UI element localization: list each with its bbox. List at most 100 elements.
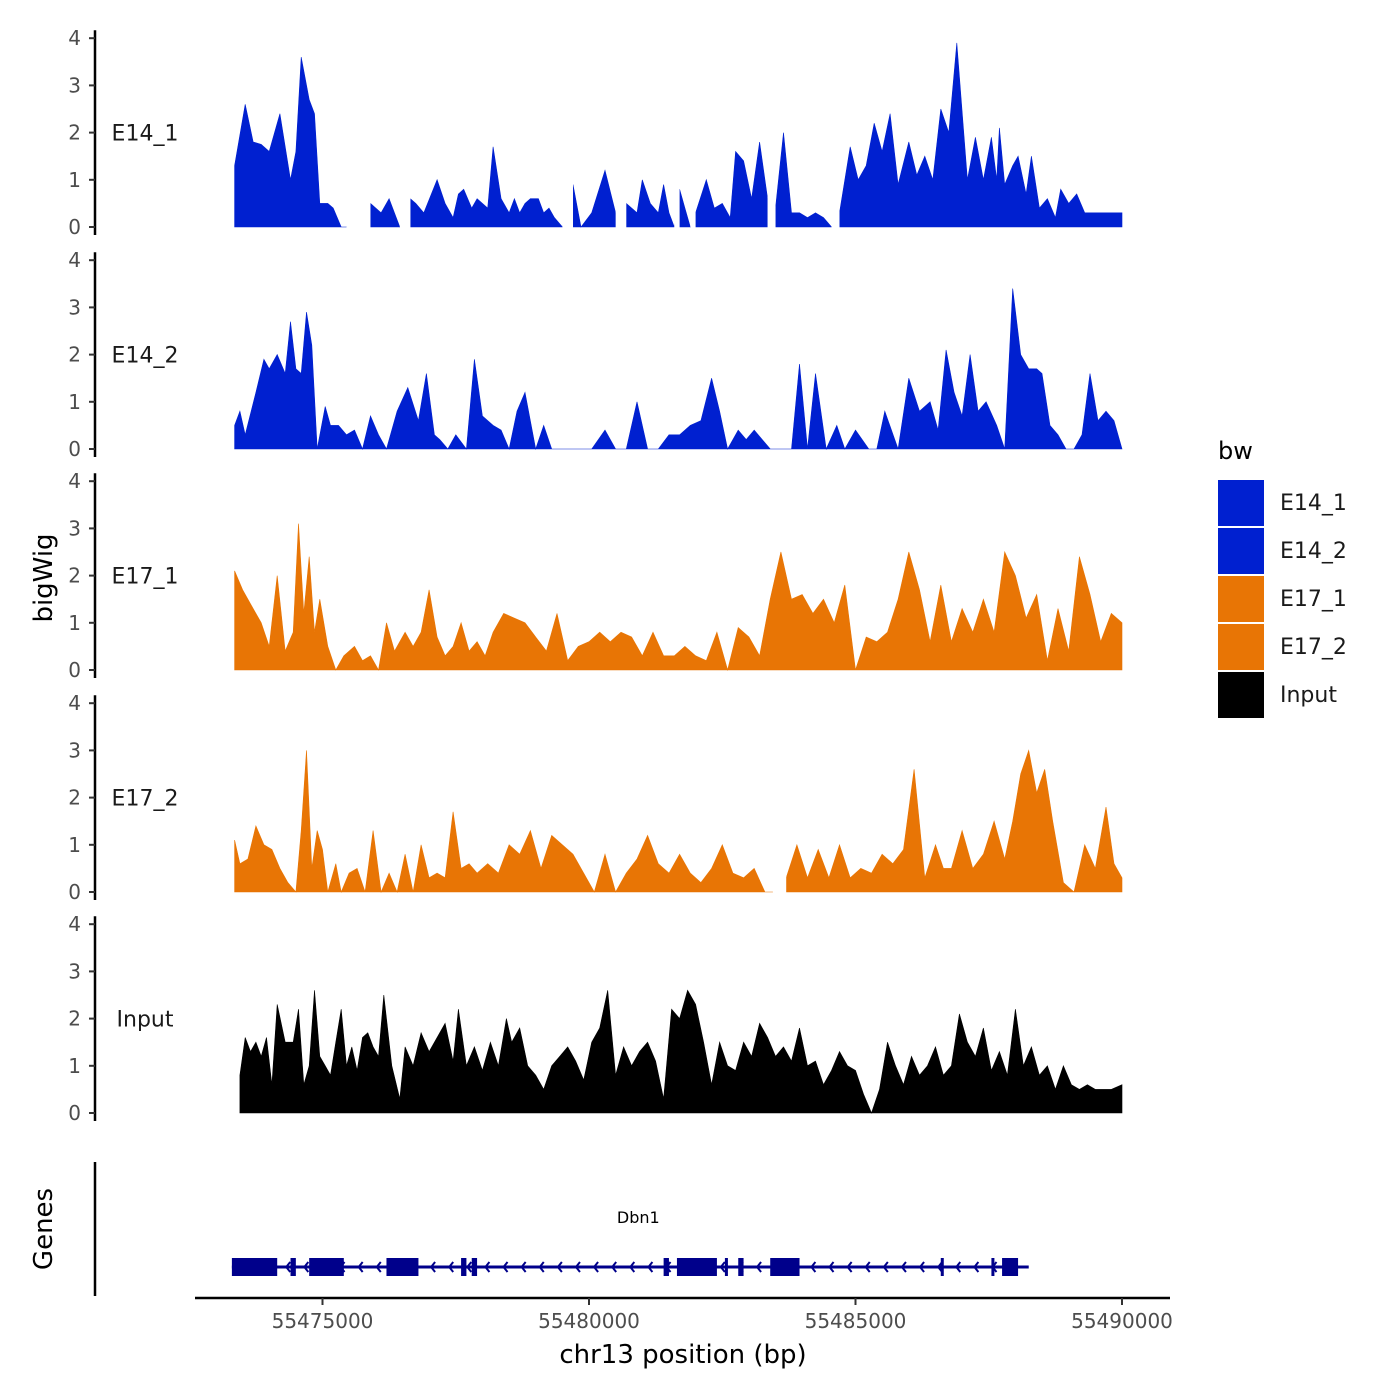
y-tick-label: 4	[68, 912, 81, 936]
y-tick-label: 4	[68, 248, 81, 272]
strand-arrow	[502, 1261, 509, 1273]
strand-arrow	[955, 1261, 962, 1273]
gene-exon	[290, 1258, 296, 1276]
strand-arrow	[755, 1261, 762, 1273]
strand-arrow	[447, 1261, 454, 1273]
legend-label-e14-1: E14_1	[1280, 491, 1347, 516]
strand-arrow	[303, 1261, 310, 1273]
y-tick-label: 0	[68, 437, 81, 461]
x-tick-label: 55490000	[1071, 1309, 1173, 1333]
coverage-area-e14-2	[234, 288, 1123, 451]
strand-arrow	[828, 1261, 835, 1273]
legend-swatch-e14-2	[1218, 528, 1264, 574]
strand-arrow	[520, 1261, 527, 1273]
strand-arrow	[484, 1261, 491, 1273]
y-tick-label: 0	[68, 658, 81, 682]
coverage-gap	[562, 33, 574, 229]
strand-arrow	[918, 1261, 925, 1273]
coverage-gap	[615, 33, 627, 229]
gene-exon	[471, 1258, 478, 1276]
strand-arrow	[846, 1261, 853, 1273]
y-tick-label: 3	[68, 738, 81, 762]
strand-arrow	[629, 1261, 636, 1273]
gene-exon	[386, 1258, 419, 1276]
y-tick-label: 1	[68, 611, 81, 635]
legend-label-input: Input	[1280, 683, 1337, 708]
strand-arrow	[466, 1261, 473, 1273]
strand-arrow	[429, 1261, 436, 1273]
legend-title: bw	[1218, 437, 1253, 465]
strand-arrow	[574, 1261, 581, 1273]
strand-arrow	[375, 1261, 382, 1273]
strand-arrow	[719, 1261, 726, 1273]
coverage-gap	[674, 33, 680, 229]
y-tick-label: 1	[68, 390, 81, 414]
y-tick-label: 2	[68, 564, 81, 588]
gene-exon	[461, 1258, 467, 1276]
genes-track-title: Genes	[29, 1188, 59, 1270]
x-tick-label: 55480000	[538, 1309, 640, 1333]
coverage-area-e17-1	[234, 523, 1123, 672]
gene-exon	[940, 1258, 944, 1276]
track-e14-1: 0 1 2 3 4 E14_1	[68, 26, 1123, 239]
track-label: E17_2	[112, 787, 179, 812]
y-tick-label: 3	[68, 73, 81, 97]
strand-arrow	[900, 1261, 907, 1273]
strand-arrow	[538, 1261, 545, 1273]
y-tick-label: 1	[68, 833, 81, 857]
coverage-area-input	[239, 989, 1123, 1114]
strand-arrow	[864, 1261, 871, 1273]
track-label: Input	[117, 1008, 174, 1033]
track-label: E14_2	[112, 344, 179, 369]
strand-arrow	[973, 1261, 980, 1273]
y-tick-label: 2	[68, 121, 81, 145]
strand-arrow	[610, 1261, 617, 1273]
gene-exon	[991, 1258, 995, 1276]
strand-arrow	[647, 1261, 654, 1273]
x-axis-title: chr13 position (bp)	[559, 1340, 806, 1370]
legend-swatch-e17-1	[1218, 576, 1264, 622]
gene-track: Dbn1	[93, 1162, 1029, 1296]
gene-exon	[1002, 1258, 1019, 1276]
coverage-gap	[690, 33, 696, 229]
legend-swatch-input	[1218, 672, 1264, 718]
strand-arrow	[284, 1261, 292, 1273]
coverage-gap	[767, 33, 776, 229]
y-tick-label: 0	[68, 880, 81, 904]
y-tick-label: 1	[68, 168, 81, 192]
x-tick-label: 55485000	[805, 1309, 907, 1333]
coverage-gap	[399, 33, 411, 229]
track-label: E17_1	[112, 565, 179, 590]
legend-label-e17-2: E17_2	[1280, 635, 1347, 660]
y-tick-label: 3	[68, 516, 81, 540]
y-tick-label: 1	[68, 1054, 81, 1078]
strand-arrow	[357, 1261, 364, 1273]
x-tick-label: 55475000	[272, 1309, 374, 1333]
coverage-area-e17-2	[234, 749, 1123, 894]
track-e17-1: 0 1 2 3 4 E17_1	[68, 469, 1123, 682]
y-tick-label: 4	[68, 691, 81, 715]
gene-exon	[724, 1258, 728, 1276]
legend-swatch-e14-1	[1218, 480, 1264, 526]
track-e17-2: 0 1 2 3 4 E17_2	[68, 691, 1123, 904]
legend-label-e14-2: E14_2	[1280, 539, 1347, 564]
coverage-gap	[772, 698, 787, 893]
legend-label-e17-1: E17_1	[1280, 587, 1347, 612]
y-tick-label: 2	[68, 343, 81, 367]
gene-exon	[676, 1258, 717, 1276]
track-e14-2: 0 1 2 3 4 E14_2	[68, 248, 1123, 461]
strand-arrow	[882, 1261, 889, 1273]
gene-exon	[231, 1258, 278, 1276]
y-tick-label: 3	[68, 295, 81, 319]
strand-arrow	[556, 1261, 563, 1273]
gene-exon	[663, 1258, 669, 1276]
legend: E14_1 E14_2 E17_1 E17_2 Input	[1218, 480, 1347, 718]
x-axis: 55475000 55480000 55485000 55490000	[195, 1296, 1173, 1333]
strand-arrow	[810, 1261, 817, 1273]
gene-exon	[770, 1258, 800, 1276]
gene-exon	[309, 1258, 344, 1276]
legend-swatch-e17-2	[1218, 624, 1264, 670]
y-tick-label: 2	[68, 1007, 81, 1031]
coverage-gap	[831, 33, 840, 229]
